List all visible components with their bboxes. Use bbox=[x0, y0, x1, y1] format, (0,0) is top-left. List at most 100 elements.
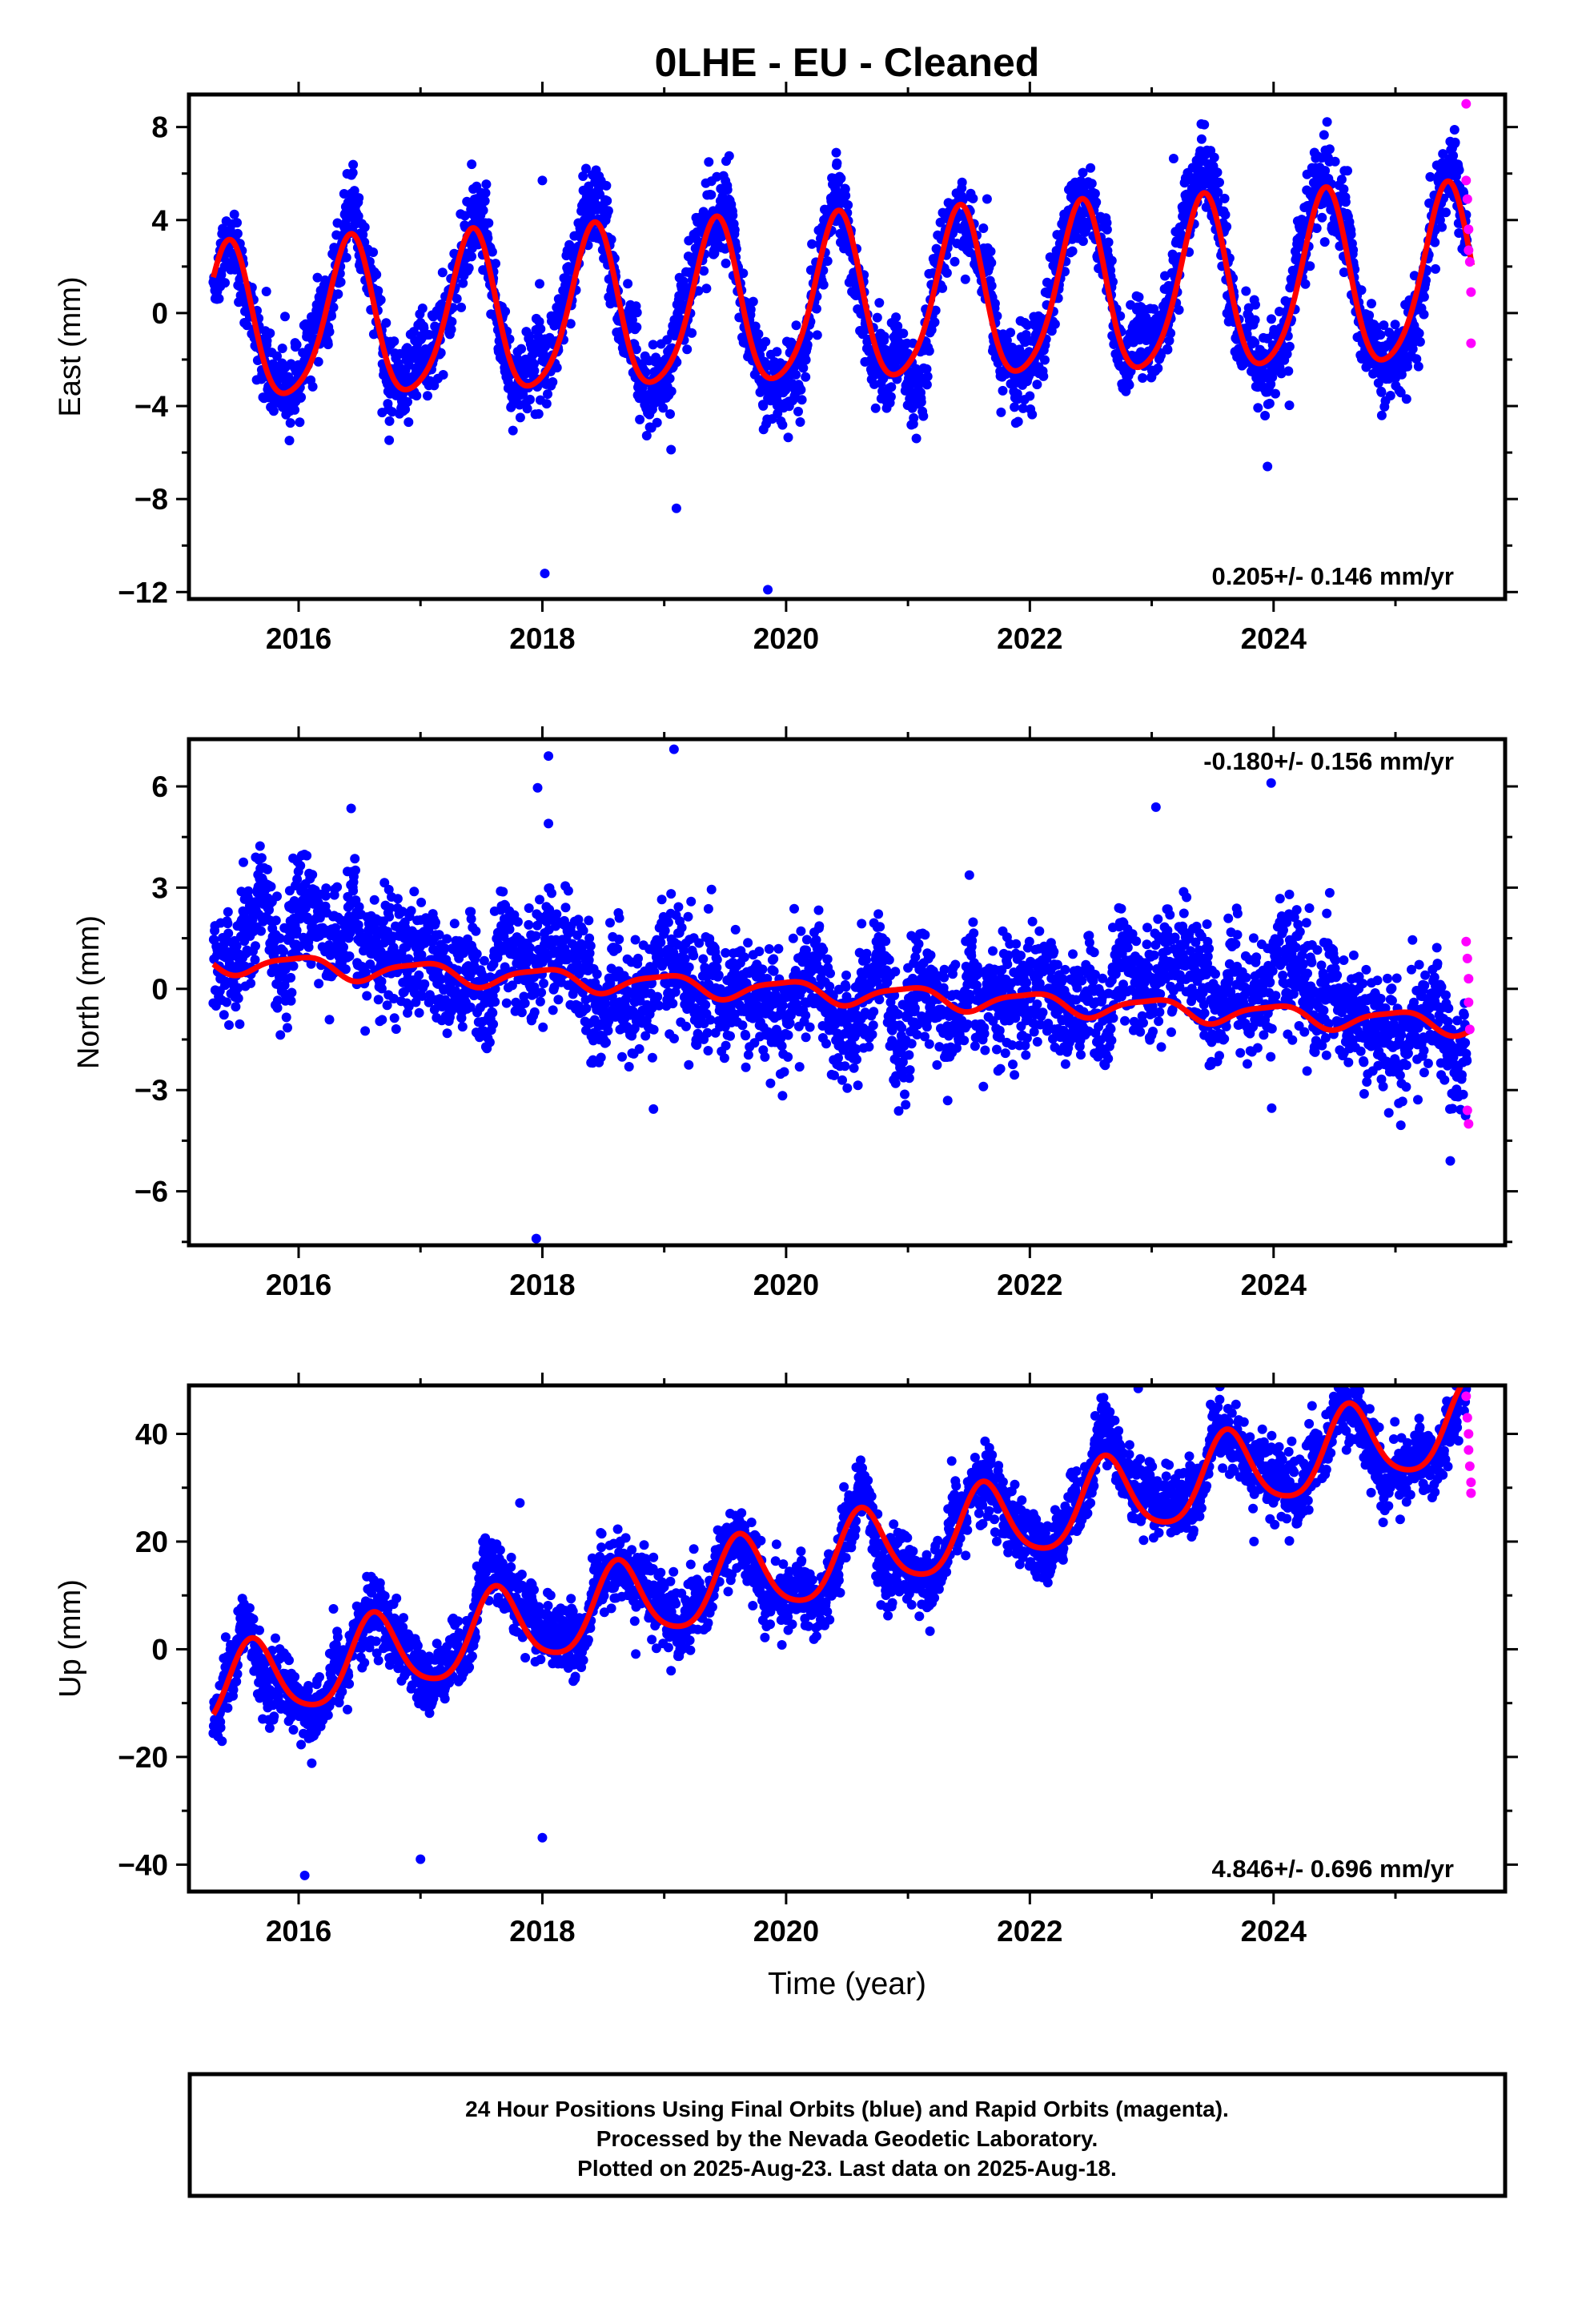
north-final-point bbox=[307, 870, 318, 880]
east-final-point bbox=[666, 444, 677, 455]
north-final-point bbox=[279, 946, 288, 956]
east-final-point bbox=[232, 228, 243, 239]
north-final-point bbox=[414, 970, 424, 980]
east-final-point bbox=[1260, 411, 1271, 420]
east-final-point bbox=[832, 158, 842, 168]
east-final-point bbox=[1050, 319, 1060, 329]
north-final-point bbox=[552, 909, 562, 919]
north-final-point bbox=[684, 962, 694, 972]
east-final-point bbox=[986, 258, 997, 268]
east-final-point bbox=[1162, 344, 1173, 355]
east-outlier-point bbox=[537, 175, 548, 186]
east-final-point bbox=[1134, 292, 1144, 302]
north-final-point bbox=[416, 897, 427, 907]
east-rapid-point bbox=[1466, 338, 1476, 348]
east-final-point bbox=[704, 157, 714, 167]
east-final-point bbox=[417, 304, 428, 313]
east-final-point bbox=[1153, 363, 1163, 373]
east-final-point bbox=[812, 330, 822, 340]
east-final-point bbox=[758, 400, 769, 411]
north-final-point bbox=[348, 886, 359, 896]
east-final-point bbox=[982, 194, 992, 204]
east-final-point bbox=[1196, 134, 1207, 144]
east-final-point bbox=[728, 211, 738, 220]
north-final-point bbox=[630, 935, 640, 945]
east-final-point bbox=[783, 432, 793, 443]
east-rapid-point bbox=[1464, 224, 1474, 235]
east-final-point bbox=[216, 270, 227, 280]
north-final-point bbox=[222, 997, 232, 1007]
north-final-point bbox=[255, 841, 265, 851]
east-final-point bbox=[1032, 380, 1042, 390]
east-final-point bbox=[1385, 391, 1395, 400]
east-final-point bbox=[508, 425, 518, 436]
east-final-point bbox=[998, 385, 1008, 396]
east-y-tick-label: −8 bbox=[135, 483, 168, 516]
east-final-point bbox=[1271, 388, 1280, 399]
east-final-point bbox=[986, 280, 997, 291]
north-final-point bbox=[612, 943, 623, 954]
east-final-point bbox=[518, 389, 528, 400]
east-final-point bbox=[978, 223, 989, 233]
east-rate-label: 0.205+/- 0.146 mm/yr bbox=[1212, 562, 1454, 590]
east-final-point bbox=[368, 247, 379, 257]
east-final-point bbox=[777, 420, 788, 430]
east-final-point bbox=[1138, 373, 1148, 383]
east-final-point bbox=[1091, 197, 1102, 207]
east-final-point bbox=[818, 279, 829, 290]
north-final-point bbox=[605, 918, 615, 928]
figure-title: 0LHE - EU - Cleaned bbox=[655, 40, 1040, 85]
east-final-point bbox=[464, 263, 474, 273]
east-final-point bbox=[403, 396, 412, 407]
east-final-point bbox=[1437, 222, 1447, 232]
east-final-point bbox=[879, 332, 889, 342]
north-final-point bbox=[272, 891, 282, 902]
east-final-point bbox=[1174, 305, 1184, 315]
east-final-point bbox=[1215, 177, 1224, 187]
north-final-point bbox=[719, 1053, 729, 1063]
north-final-point bbox=[656, 937, 666, 947]
east-final-point bbox=[522, 404, 532, 414]
north-final-point bbox=[391, 1024, 401, 1034]
north-final-point bbox=[488, 1019, 499, 1029]
north-final-point bbox=[373, 995, 383, 1005]
north-final-point bbox=[584, 915, 594, 926]
north-final-point bbox=[648, 1104, 659, 1114]
north-final-point bbox=[668, 999, 678, 1009]
east-final-point bbox=[529, 366, 540, 376]
east-final-point bbox=[1317, 212, 1327, 223]
north-final-point bbox=[614, 935, 624, 944]
east-final-point bbox=[1403, 361, 1412, 372]
east-final-point bbox=[552, 363, 562, 373]
east-final-point bbox=[437, 267, 448, 278]
east-final-point bbox=[565, 319, 576, 329]
north-final-point bbox=[369, 895, 379, 905]
east-final-point bbox=[1340, 197, 1351, 207]
north-final-point bbox=[633, 953, 643, 963]
east-x-tick-label: 2020 bbox=[753, 622, 819, 655]
east-rapid-point bbox=[1461, 175, 1472, 186]
east-final-point bbox=[1209, 152, 1219, 163]
east-final-point bbox=[296, 392, 307, 402]
east-final-point bbox=[807, 239, 817, 249]
east-y-tick-label: 8 bbox=[151, 111, 168, 144]
east-final-point bbox=[1251, 300, 1260, 310]
east-final-point bbox=[874, 298, 885, 308]
east-final-point bbox=[632, 308, 642, 318]
east-final-point bbox=[467, 251, 476, 262]
east-final-point bbox=[358, 230, 368, 239]
east-final-point bbox=[791, 369, 801, 380]
east-y-tick-label: 4 bbox=[151, 204, 168, 237]
east-final-point bbox=[307, 381, 318, 392]
east-final-point bbox=[811, 304, 821, 314]
north-final-point bbox=[457, 1022, 468, 1032]
north-final-point bbox=[698, 954, 709, 964]
north-final-point bbox=[256, 926, 266, 936]
north-final-point bbox=[525, 943, 535, 953]
north-final-point bbox=[344, 951, 355, 961]
east-final-point bbox=[606, 235, 616, 245]
east-final-point bbox=[699, 266, 709, 276]
east-final-point bbox=[602, 195, 612, 206]
north-final-point bbox=[302, 850, 312, 861]
east-final-point bbox=[578, 171, 588, 181]
